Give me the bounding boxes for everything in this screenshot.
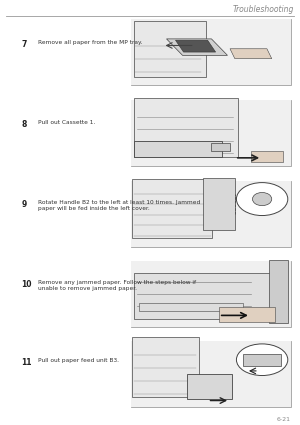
Bar xyxy=(130,19,291,85)
Bar xyxy=(130,181,291,246)
Ellipse shape xyxy=(236,183,288,215)
Text: Rotate Handle B2 to the left at least 10 times. Jammed
paper will be fed inside : Rotate Handle B2 to the left at least 10… xyxy=(38,200,201,211)
Bar xyxy=(130,341,291,407)
Text: Pull out paper feed unit B3.: Pull out paper feed unit B3. xyxy=(38,358,119,363)
Bar xyxy=(134,98,238,157)
Bar xyxy=(130,181,291,246)
Bar xyxy=(203,178,235,230)
Polygon shape xyxy=(230,49,272,59)
Polygon shape xyxy=(167,39,227,55)
Ellipse shape xyxy=(253,193,272,206)
Text: 11: 11 xyxy=(22,358,32,367)
Bar xyxy=(243,354,281,366)
Bar xyxy=(134,141,222,157)
Bar xyxy=(134,20,206,76)
Bar xyxy=(187,374,232,399)
Text: 10: 10 xyxy=(22,280,32,289)
Bar xyxy=(251,150,283,162)
Bar xyxy=(130,261,291,327)
Bar xyxy=(130,19,291,85)
Text: 6-21: 6-21 xyxy=(277,416,291,422)
Bar xyxy=(130,100,291,166)
Text: 8: 8 xyxy=(22,120,27,129)
Bar xyxy=(134,273,270,319)
Bar xyxy=(132,178,212,238)
Ellipse shape xyxy=(236,344,288,376)
Bar xyxy=(139,303,243,311)
Bar xyxy=(130,341,291,407)
Polygon shape xyxy=(176,40,216,52)
Text: Troubleshooting: Troubleshooting xyxy=(232,5,294,14)
Text: Pull out Cassette 1.: Pull out Cassette 1. xyxy=(38,120,96,125)
Bar xyxy=(211,143,230,151)
Bar xyxy=(132,337,200,397)
Bar xyxy=(130,100,291,166)
Text: 7: 7 xyxy=(22,40,27,49)
Bar xyxy=(219,308,275,322)
Text: Remove all paper from the MP tray.: Remove all paper from the MP tray. xyxy=(38,40,143,45)
Text: Remove any jammed paper. Follow the steps below if
unable to remove jammed paper: Remove any jammed paper. Follow the step… xyxy=(38,280,196,291)
Text: 9: 9 xyxy=(22,200,27,209)
Bar xyxy=(268,261,288,323)
Bar xyxy=(130,261,291,327)
